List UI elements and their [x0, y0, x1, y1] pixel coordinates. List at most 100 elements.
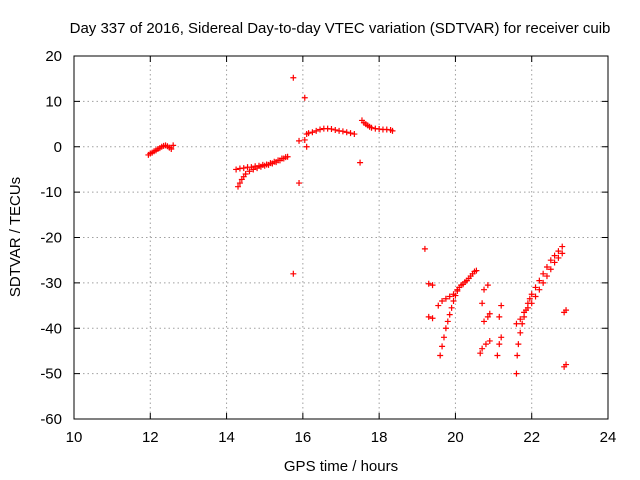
x-tick-label: 10: [66, 429, 83, 446]
data-point-marker: [246, 168, 253, 175]
data-point-marker: [446, 293, 453, 300]
series-arc-5: [421, 245, 478, 359]
y-tick-label: 0: [54, 139, 62, 156]
data-point-marker: [559, 250, 566, 257]
data-point-marker: [555, 248, 562, 255]
x-tick-label: 18: [371, 429, 388, 446]
data-point-marker: [301, 136, 308, 143]
data-point-marker: [526, 295, 533, 302]
data-point-marker: [532, 293, 539, 300]
data-point-marker: [248, 164, 255, 171]
data-point-marker: [461, 278, 468, 285]
data-point-marker: [290, 270, 297, 277]
data-point-marker: [536, 277, 543, 284]
y-tick-label: -40: [40, 320, 62, 337]
data-point-marker: [442, 325, 449, 332]
data-point-marker: [543, 263, 550, 270]
data-point-marker: [458, 282, 465, 289]
series-arc-4: [357, 117, 396, 166]
data-point-marker: [317, 126, 324, 133]
data-point-marker: [235, 183, 242, 190]
y-tick-label: 20: [45, 48, 62, 65]
data-point-marker: [496, 341, 503, 348]
x-tick-label: 20: [447, 429, 464, 446]
data-point-marker: [351, 131, 358, 138]
x-tick-label: 16: [295, 429, 312, 446]
data-point-marker: [442, 295, 449, 302]
data-point-marker: [479, 300, 486, 307]
data-point-marker: [435, 302, 442, 309]
data-point-marker: [551, 252, 558, 259]
data-point-marker: [332, 126, 339, 133]
data-point-marker: [282, 154, 289, 161]
x-tick-label: 22: [523, 429, 540, 446]
y-tick-label: -20: [40, 230, 62, 247]
data-point-marker: [563, 361, 570, 368]
data-point-marker: [301, 94, 308, 101]
data-point-marker: [255, 162, 262, 169]
data-point-marker: [559, 243, 566, 250]
data-point-marker: [519, 320, 526, 327]
data-point-marker: [425, 280, 432, 287]
data-point-marker: [389, 127, 396, 134]
data-point-marker: [313, 127, 320, 134]
data-point-marker: [477, 350, 484, 357]
data-point-marker: [486, 337, 493, 344]
data-point-marker: [536, 286, 543, 293]
chart-title: Day 337 of 2016, Sidereal Day-to-day VTE…: [70, 20, 611, 37]
data-point-marker: [454, 286, 461, 293]
data-point-marker: [517, 316, 524, 323]
data-point-marker: [450, 291, 457, 298]
data-point-marker: [482, 341, 489, 348]
data-point-marker: [528, 300, 535, 307]
data-point-marker: [309, 129, 316, 136]
data-point-marker: [233, 166, 240, 173]
data-point-marker: [524, 304, 531, 311]
data-point-marker: [540, 279, 547, 286]
data-point-marker: [481, 318, 488, 325]
data-point-marker: [496, 313, 503, 320]
data-point-marker: [446, 311, 453, 318]
series-arc-6: [435, 267, 480, 309]
data-point-marker: [551, 259, 558, 266]
data-point-marker: [439, 343, 446, 350]
data-point-marker: [267, 160, 274, 167]
data-point-marker: [532, 284, 539, 291]
x-tick-label: 24: [600, 429, 617, 446]
y-tick-label: -30: [40, 275, 62, 292]
x-tick-label: 14: [218, 429, 235, 446]
data-point-marker: [528, 291, 535, 298]
data-point-marker: [448, 304, 455, 311]
data-point-marker: [469, 270, 476, 277]
data-point-marker: [339, 128, 346, 135]
y-axis-label: SDTVAR / TECUs: [7, 177, 24, 297]
data-point-marker: [543, 273, 550, 280]
data-point-marker: [271, 158, 278, 165]
data-point-marker: [515, 341, 522, 348]
data-point-marker: [303, 143, 310, 150]
y-tick-label: -50: [40, 366, 62, 383]
data-point-marker: [521, 309, 528, 316]
data-point-marker: [479, 345, 486, 352]
y-tick-label: 10: [45, 93, 62, 110]
series-arc-9: [513, 250, 570, 370]
data-point-marker: [429, 282, 436, 289]
data-point-marker: [278, 155, 285, 162]
data-point-marker: [498, 302, 505, 309]
y-tick-label: -10: [40, 184, 62, 201]
data-point-marker: [425, 313, 432, 320]
data-point-marker: [465, 275, 472, 282]
data-point-marker: [368, 124, 375, 131]
series-arc-1: [145, 142, 177, 158]
x-tick-labels: 10 12 14 16 18 20 22 24: [66, 429, 617, 446]
axis-ticks: [73, 55, 609, 420]
data-point-marker: [439, 298, 446, 305]
data-point-marker: [263, 161, 270, 168]
data-point-marker: [440, 334, 447, 341]
data-point-marker: [473, 267, 480, 274]
data-point-marker: [444, 318, 451, 325]
data-point-marker: [296, 137, 303, 144]
data-point-marker: [513, 370, 520, 377]
data-point-marker: [305, 130, 312, 137]
